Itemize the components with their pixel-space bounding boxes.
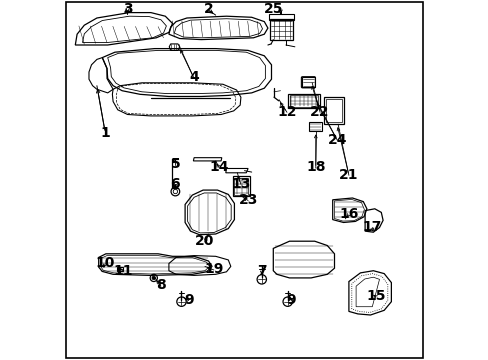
Text: 7: 7	[256, 264, 266, 278]
Text: 17: 17	[362, 220, 381, 234]
Text: 9: 9	[183, 293, 193, 307]
Text: 13: 13	[231, 177, 250, 190]
Text: 9: 9	[285, 293, 295, 307]
Text: 25: 25	[263, 2, 283, 16]
Circle shape	[152, 276, 155, 280]
Text: 20: 20	[195, 234, 214, 248]
Text: 11: 11	[113, 264, 133, 278]
Text: 12: 12	[277, 105, 296, 118]
Text: 21: 21	[339, 168, 358, 181]
Text: 10: 10	[95, 256, 115, 270]
Text: 4: 4	[189, 71, 199, 84]
Text: 15: 15	[366, 289, 385, 303]
Text: 24: 24	[327, 134, 347, 147]
Text: 6: 6	[170, 177, 180, 190]
Text: 2: 2	[203, 2, 213, 16]
Text: 5: 5	[170, 157, 180, 171]
Text: 14: 14	[209, 161, 228, 174]
Text: 23: 23	[238, 193, 257, 207]
Text: 18: 18	[306, 161, 325, 174]
Text: 16: 16	[339, 207, 358, 221]
Text: 3: 3	[122, 2, 132, 16]
Text: 19: 19	[204, 262, 223, 276]
Text: 1: 1	[100, 126, 109, 140]
Text: 22: 22	[310, 105, 329, 118]
Text: 8: 8	[156, 279, 165, 292]
